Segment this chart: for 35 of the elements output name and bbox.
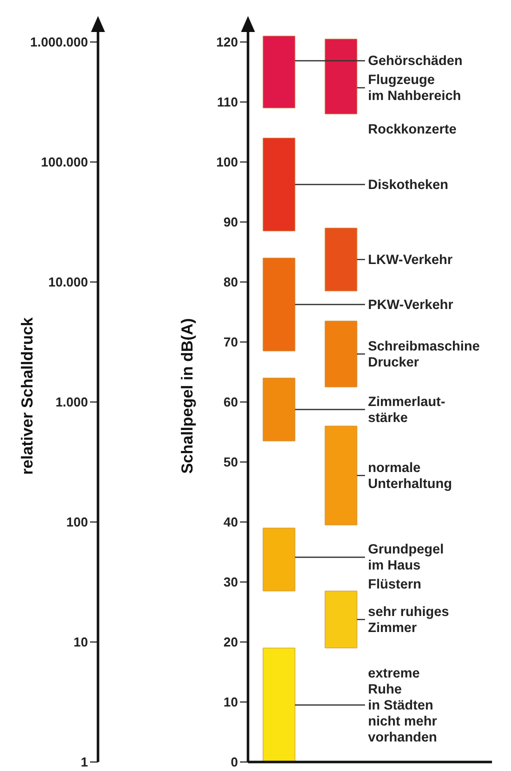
series-label: Schreibmaschine Drucker xyxy=(368,338,480,370)
y2-tick-label: 10.000 xyxy=(48,274,88,290)
y2-tick-label: 1.000 xyxy=(55,394,88,410)
text: extreme Ruhe in Städten nicht mehr vorhanden xyxy=(368,665,438,744)
y-tick-label: 40 xyxy=(224,514,238,530)
y2-axis-title: relativer Schalldruck xyxy=(20,317,36,475)
y-tick-label: 50 xyxy=(224,454,238,470)
y2-tick-label: 1 xyxy=(80,754,88,770)
text: PKW-Verkehr xyxy=(368,296,454,312)
text: Grundpegel im Haus xyxy=(368,542,444,573)
y-tick-label: 120 xyxy=(216,34,238,50)
y-tick-label: 10 xyxy=(224,694,238,710)
y-tick-label: 70 xyxy=(224,334,238,350)
y-axis-title: Schallpegel in dB(A) xyxy=(180,318,196,474)
y2-tick-label: 100 xyxy=(66,514,88,530)
series-label: Flugzeuge im Nahbereich xyxy=(368,72,462,104)
y2-tick-label: 1.000.000 xyxy=(30,34,88,50)
y-tick-label: 90 xyxy=(224,214,238,230)
y-tick-label: 80 xyxy=(224,274,238,290)
y-tick-label: 60 xyxy=(224,394,238,410)
annotation: Rockkonzerte xyxy=(368,121,458,136)
y-tick-label: 0 xyxy=(230,754,238,770)
y2-tick-label: 100.000 xyxy=(41,154,88,170)
series-label: normale Unterhaltung xyxy=(368,460,452,491)
y-tick-label: 20 xyxy=(224,634,238,650)
y-tick-label: 110 xyxy=(217,94,238,110)
series-label: LKW-Verkehr xyxy=(368,252,454,267)
text: Zimmerlaut- stärke xyxy=(368,394,446,425)
y-tick-label: 30 xyxy=(224,574,238,590)
text: Diskotheken xyxy=(368,176,448,192)
text: Gehörschäden xyxy=(368,53,463,68)
annotation: Flüstern xyxy=(368,576,422,592)
series-label: sehr ruhiges Zimmer xyxy=(368,604,450,635)
y-tick-label: 100 xyxy=(216,154,238,170)
y2-tick-label: 10 xyxy=(74,634,88,650)
